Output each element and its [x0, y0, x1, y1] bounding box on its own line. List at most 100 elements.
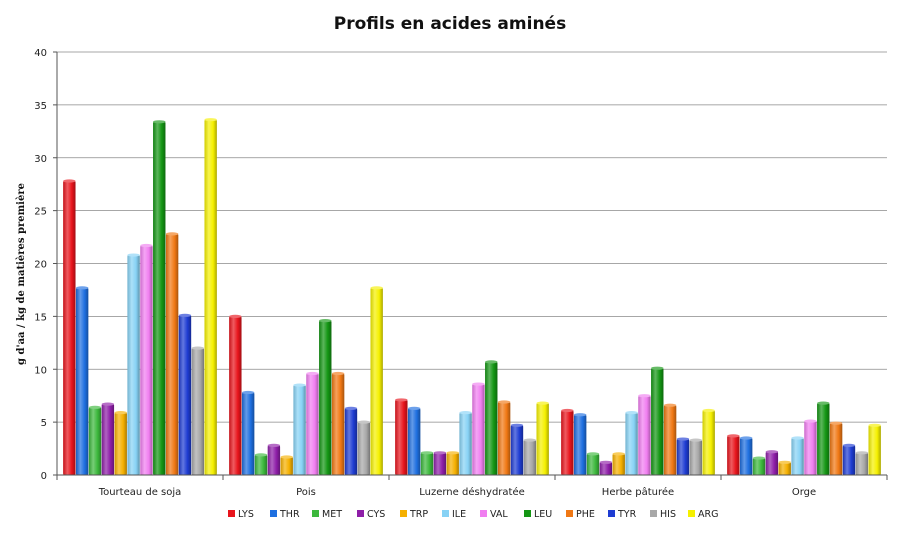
bar-cap — [293, 383, 306, 387]
y-tick-label: 5 — [41, 418, 47, 429]
bar-leu-2 — [485, 361, 498, 475]
bar-cap — [625, 411, 638, 415]
bar-his-0 — [191, 348, 205, 475]
bar-cap — [573, 413, 587, 417]
y-tick-label: 20 — [34, 260, 47, 271]
bar-phe-2 — [497, 402, 511, 475]
legend-swatch — [228, 510, 235, 517]
bar-val-2 — [472, 384, 485, 475]
bar-thr-4 — [739, 437, 753, 475]
legend-label: PHE — [576, 509, 595, 520]
bar-tyr-0 — [178, 315, 192, 475]
bar-tyr-1 — [344, 408, 358, 475]
bar-cap — [612, 452, 625, 456]
legend-label: ILE — [452, 509, 466, 520]
chart-title: Profils en acides aminés — [334, 14, 566, 34]
legend-swatch — [442, 510, 449, 517]
bar-cap — [523, 438, 537, 442]
bar-arg-1 — [370, 287, 383, 475]
bar-cap — [804, 419, 817, 423]
bar-cap — [778, 460, 791, 464]
bar-lys-0 — [63, 181, 76, 475]
bar-cap — [178, 313, 192, 317]
y-tick-label: 10 — [34, 365, 47, 376]
bar-cap — [752, 456, 766, 460]
legend-swatch — [357, 510, 364, 517]
legend-label: HIS — [660, 509, 676, 520]
y-tick-label: 35 — [34, 101, 47, 112]
bar-cap — [229, 314, 242, 318]
bar-cap — [280, 455, 293, 459]
axes — [56, 52, 888, 480]
legend-label: VAL — [490, 509, 508, 520]
legend-swatch — [688, 510, 695, 517]
x-category-label: Luzerne déshydratée — [419, 486, 525, 498]
legend-swatch — [524, 510, 531, 517]
bar-cap — [791, 436, 804, 440]
bar-trp-3 — [612, 453, 625, 475]
x-axis-categories: Tourteau de soja Pois Luzerne déshydratée H… — [98, 486, 816, 498]
bar-lys-2 — [395, 399, 408, 475]
bar-cap — [485, 360, 498, 364]
bar-cap — [599, 460, 613, 464]
bar-cap — [497, 400, 511, 404]
bar-trp-1 — [280, 457, 293, 475]
bar-ile-4 — [791, 437, 804, 475]
bar-leu-3 — [651, 368, 664, 475]
legend-swatch — [650, 510, 657, 517]
bar-cap — [165, 232, 179, 236]
bar-trp-4 — [778, 462, 791, 475]
bar-leu-4 — [817, 403, 830, 475]
legend-label: LEU — [534, 509, 552, 520]
x-category-label: Herbe pâturée — [602, 486, 674, 498]
bar-cap — [153, 120, 166, 124]
bar-cap — [254, 453, 268, 457]
bar-cap — [676, 437, 690, 441]
bar-cap — [459, 411, 472, 415]
bar-cap — [586, 452, 600, 456]
bar-arg-2 — [536, 403, 549, 475]
bar-ile-2 — [459, 412, 472, 475]
legend-swatch — [480, 510, 487, 517]
bar-met-1 — [254, 454, 268, 475]
bar-cap — [319, 319, 332, 323]
bars — [63, 118, 881, 476]
bar-cap — [510, 423, 524, 427]
legend: LYS THR MET CYS TRP ILE VAL LEU PHE TYR HIS ARG — [228, 509, 718, 520]
bar-tyr-2 — [510, 425, 524, 475]
bar-cys-4 — [765, 451, 779, 475]
bar-cap — [331, 371, 345, 376]
y-tick-label: 40 — [34, 48, 47, 59]
bar-cys-3 — [599, 462, 613, 475]
bar-lys-4 — [727, 435, 740, 475]
legend-label: THR — [279, 509, 300, 520]
bar-his-3 — [689, 440, 703, 475]
x-category-label: Tourteau de soja — [98, 487, 182, 498]
bar-cap — [101, 402, 115, 406]
bar-cap — [817, 401, 830, 405]
bar-phe-3 — [663, 405, 677, 475]
bar-cap — [689, 438, 703, 442]
bar-cap — [829, 421, 843, 425]
legend-label: TRP — [409, 509, 428, 520]
bar-cap — [739, 436, 753, 440]
bar-cap — [370, 286, 383, 290]
legend-swatch — [566, 510, 573, 517]
x-category-label: Orge — [792, 487, 816, 498]
y-tick-label: 25 — [34, 207, 47, 218]
bar-cap — [727, 434, 740, 438]
bar-arg-3 — [702, 410, 715, 475]
legend-swatch — [400, 510, 407, 517]
legend-swatch — [312, 510, 319, 517]
bar-cap — [344, 406, 358, 410]
bar-cap — [357, 420, 371, 424]
bar-tyr-4 — [842, 445, 856, 475]
bar-cap — [267, 443, 281, 447]
bar-met-3 — [586, 453, 600, 475]
bar-val-4 — [804, 421, 817, 475]
bar-cys-0 — [101, 404, 115, 475]
bar-cap — [765, 450, 779, 454]
y-tick-label: 0 — [41, 471, 47, 482]
bar-cap — [472, 382, 485, 386]
bar-cap — [407, 406, 421, 410]
